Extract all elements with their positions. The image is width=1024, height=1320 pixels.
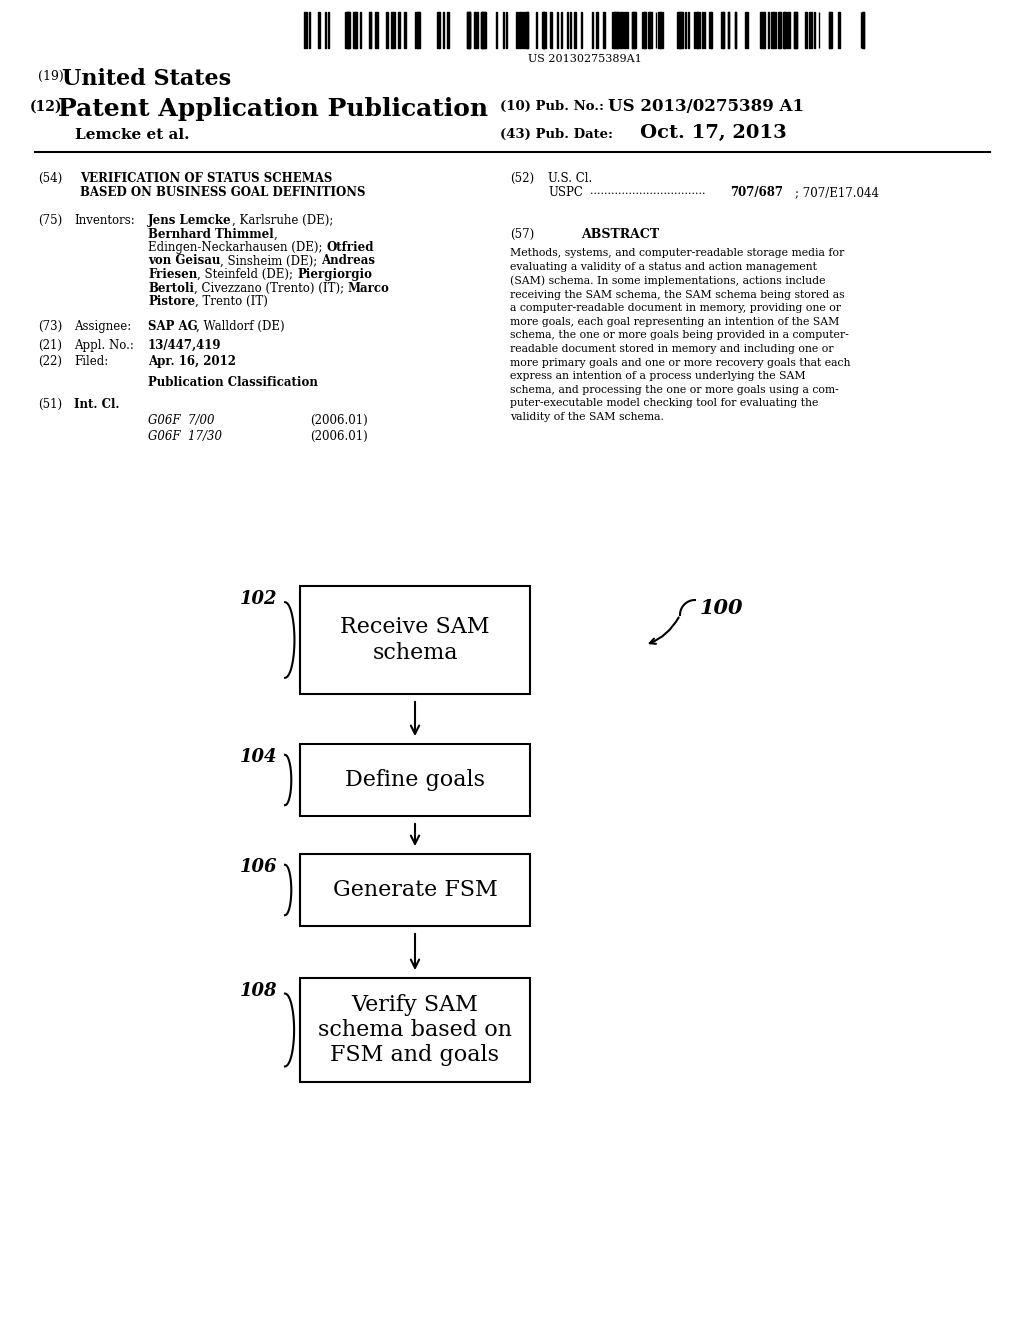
Text: (22): (22) (38, 355, 62, 368)
Text: ; 707/E17.044: ; 707/E17.044 (795, 186, 879, 199)
Text: Verify SAM
schema based on
FSM and goals: Verify SAM schema based on FSM and goals (318, 994, 512, 1067)
Text: 13/447,419: 13/447,419 (148, 339, 221, 352)
Text: BASED ON BUSINESS GOAL DEFINITIONS: BASED ON BUSINESS GOAL DEFINITIONS (80, 186, 366, 199)
Text: Receive SAM
schema: Receive SAM schema (340, 616, 489, 664)
Text: US 20130275389A1: US 20130275389A1 (528, 54, 642, 63)
Text: (73): (73) (38, 319, 62, 333)
Text: ABSTRACT: ABSTRACT (581, 228, 659, 242)
Text: Inventors:: Inventors: (74, 214, 135, 227)
Text: Piergiorgio: Piergiorgio (297, 268, 372, 281)
Text: (2006.01): (2006.01) (310, 414, 368, 426)
Text: VERIFICATION OF STATUS SCHEMAS: VERIFICATION OF STATUS SCHEMAS (80, 172, 333, 185)
Text: Marco: Marco (348, 281, 390, 294)
Text: , Karlsruhe (DE);: , Karlsruhe (DE); (231, 214, 333, 227)
Bar (300, 586, 530, 694)
Bar (300, 744, 530, 816)
Text: 707/687: 707/687 (730, 186, 783, 199)
Text: Otfried: Otfried (327, 242, 374, 253)
Text: Appl. No.:: Appl. No.: (74, 339, 134, 352)
Text: (12): (12) (30, 100, 62, 114)
Text: , Sinsheim (DE);: , Sinsheim (DE); (220, 255, 322, 268)
Text: Apr. 16, 2012: Apr. 16, 2012 (148, 355, 236, 368)
Text: 108: 108 (240, 982, 278, 1001)
Text: 106: 106 (240, 858, 278, 876)
Text: Filed:: Filed: (74, 355, 109, 368)
Text: G06F  17/30: G06F 17/30 (148, 430, 222, 444)
Text: U.S. Cl.: U.S. Cl. (548, 172, 592, 185)
Text: Methods, systems, and computer-readable storage media for
evaluating a validity : Methods, systems, and computer-readable … (510, 248, 851, 422)
Text: (51): (51) (38, 399, 62, 411)
Text: (10) Pub. No.:: (10) Pub. No.: (500, 100, 604, 114)
Text: Assignee:: Assignee: (74, 319, 131, 333)
Bar (300, 854, 530, 927)
Text: 100: 100 (700, 598, 743, 618)
Text: 104: 104 (240, 748, 278, 766)
Text: Patent Application Publication: Patent Application Publication (58, 96, 488, 121)
Text: , Steinfeld (DE);: , Steinfeld (DE); (198, 268, 297, 281)
Text: 102: 102 (240, 590, 278, 609)
Text: Bernhard Thimmel: Bernhard Thimmel (148, 227, 273, 240)
Text: Oct. 17, 2013: Oct. 17, 2013 (640, 124, 786, 143)
Text: (19): (19) (38, 70, 63, 83)
Text: Lemcke et al.: Lemcke et al. (75, 128, 189, 143)
Text: Edingen-Neckarhausen (DE);: Edingen-Neckarhausen (DE); (148, 242, 327, 253)
Text: (54): (54) (38, 172, 62, 185)
Text: Andreas: Andreas (322, 255, 376, 268)
Text: ,: , (273, 227, 278, 240)
Text: US 2013/0275389 A1: US 2013/0275389 A1 (608, 98, 804, 115)
Text: (21): (21) (38, 339, 62, 352)
Text: Int. Cl.: Int. Cl. (74, 399, 120, 411)
Text: Generate FSM: Generate FSM (333, 879, 498, 902)
Text: .................................: ................................. (590, 186, 706, 195)
Text: Bertoli: Bertoli (148, 281, 194, 294)
Text: Publication Classification: Publication Classification (148, 376, 317, 389)
Text: (2006.01): (2006.01) (310, 430, 368, 444)
Text: , Civezzano (Trento) (IT);: , Civezzano (Trento) (IT); (194, 281, 348, 294)
Text: Jens Lemcke: Jens Lemcke (148, 214, 231, 227)
Text: (57): (57) (510, 228, 535, 242)
Text: Friesen: Friesen (148, 268, 198, 281)
Text: USPC: USPC (548, 186, 583, 199)
Text: Pistore: Pistore (148, 294, 196, 308)
Text: G06F  7/00: G06F 7/00 (148, 414, 214, 426)
Text: Define goals: Define goals (345, 770, 485, 791)
Text: (52): (52) (510, 172, 535, 185)
Text: SAP AG: SAP AG (148, 319, 198, 333)
Text: (75): (75) (38, 214, 62, 227)
Text: von Geisau: von Geisau (148, 255, 220, 268)
Text: United States: United States (62, 69, 231, 90)
Text: , Trento (IT): , Trento (IT) (196, 294, 268, 308)
Text: (43) Pub. Date:: (43) Pub. Date: (500, 128, 613, 141)
Text: , Walldorf (DE): , Walldorf (DE) (196, 319, 285, 333)
Bar (300, 978, 530, 1082)
